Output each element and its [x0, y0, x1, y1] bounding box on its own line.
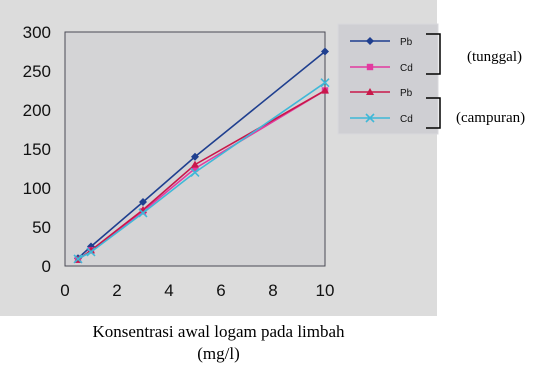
- data-point-cd-campuran-stroke-b: [138, 208, 148, 218]
- tick-labels: 0 50 100 150 200 250 300 0 2 4 6 8 10: [23, 23, 335, 300]
- data-point-pb-tunggal: [321, 47, 329, 56]
- x-tick-label: 8: [268, 281, 277, 300]
- data-point-cd-campuran: [86, 247, 96, 257]
- annotation-campuran: (campuran): [456, 110, 526, 126]
- y-tick-label: 300: [23, 23, 51, 42]
- x-tick-label: 2: [112, 281, 121, 300]
- legend-label-cd-campuran: Cd: [400, 114, 413, 125]
- x-axis-label-line-2: (mg/l): [197, 344, 240, 363]
- annotation-tunggal: (tunggal): [467, 49, 522, 65]
- data-point-cd-campuran: [190, 167, 200, 177]
- y-tick-label: 50: [32, 218, 51, 237]
- bracket-campuran: [426, 97, 441, 129]
- x-tick-label: 0: [60, 281, 69, 300]
- legend-label-cd-tunggal: Cd: [400, 63, 413, 74]
- y-tick-label: 250: [23, 62, 51, 81]
- y-tick-label: 200: [23, 101, 51, 120]
- series-layer: [73, 47, 330, 264]
- legend-marker-cd-campuran-stroke-b: [365, 113, 375, 123]
- data-point-cd-campuran-stroke-b: [73, 254, 83, 264]
- data-point-cd-campuran: [320, 78, 330, 88]
- legend-label-pb-tunggal: Pb: [400, 37, 413, 48]
- y-tick-label: 100: [23, 179, 51, 198]
- chart-svg-anchor: [0, 0, 1, 1]
- legend: Pb Cd Pb Cd: [337, 23, 441, 135]
- legend-box: [337, 23, 439, 135]
- data-point-pb-tunggal: [139, 198, 147, 207]
- x-tick-label: 6: [216, 281, 225, 300]
- x-tick-label: 4: [164, 281, 173, 300]
- plot-area: [64, 31, 326, 267]
- y-tick-label: 0: [42, 257, 51, 276]
- data-point-cd-campuran: [73, 254, 83, 264]
- legend-marker-pb-tunggal: [366, 37, 374, 45]
- data-point-pb-campuran: [321, 86, 329, 94]
- y-tick-label: 150: [23, 140, 51, 159]
- data-point-cd-campuran: [138, 208, 148, 218]
- legend-marker-cd-campuran: [365, 113, 375, 123]
- data-point-cd-campuran-stroke-b: [190, 167, 200, 177]
- data-point-pb-campuran: [87, 246, 95, 254]
- plot-frame: [64, 31, 326, 267]
- data-point-cd-campuran-stroke-b: [320, 78, 330, 88]
- data-point-pb-campuran: [191, 160, 199, 168]
- data-point-pb-tunggal: [191, 152, 199, 161]
- legend-marker-cd-tunggal: [366, 63, 374, 71]
- x-tick-label: 10: [316, 281, 335, 300]
- x-axis-label-line-1: Konsentrasi awal logam pada limbah: [92, 322, 345, 341]
- legend-marker-pb-campuran: [366, 88, 374, 95]
- data-point-cd-campuran-stroke-b: [86, 247, 96, 257]
- data-point-cd-tunggal: [191, 165, 199, 172]
- legend-label-pb-campuran: Pb: [400, 88, 413, 99]
- bracket-tunggal: [426, 33, 441, 75]
